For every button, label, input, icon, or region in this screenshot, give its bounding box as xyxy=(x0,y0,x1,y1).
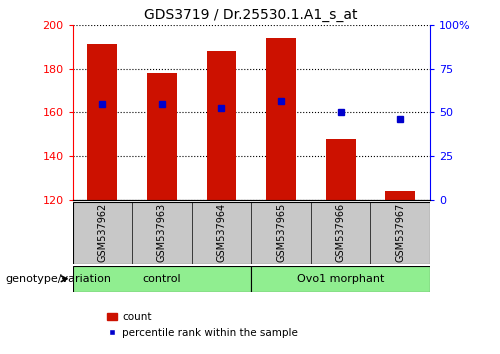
Text: GSM537964: GSM537964 xyxy=(216,203,226,262)
Bar xyxy=(147,73,177,200)
Bar xyxy=(72,266,252,292)
Bar xyxy=(88,45,117,200)
Text: GSM537963: GSM537963 xyxy=(157,203,167,262)
Text: Ovo1 morphant: Ovo1 morphant xyxy=(297,274,384,284)
Title: GDS3719 / Dr.25530.1.A1_s_at: GDS3719 / Dr.25530.1.A1_s_at xyxy=(144,8,358,22)
Bar xyxy=(206,51,236,200)
Text: GSM537967: GSM537967 xyxy=(395,203,405,262)
Legend: count, percentile rank within the sample: count, percentile rank within the sample xyxy=(102,308,302,342)
Text: genotype/variation: genotype/variation xyxy=(5,274,111,284)
Bar xyxy=(386,191,415,200)
Bar xyxy=(251,266,430,292)
Bar xyxy=(266,38,296,200)
Text: GSM537962: GSM537962 xyxy=(98,203,108,262)
Text: control: control xyxy=(142,274,181,284)
Bar xyxy=(326,139,356,200)
Text: GSM537966: GSM537966 xyxy=(336,203,345,262)
Text: GSM537965: GSM537965 xyxy=(276,203,286,262)
